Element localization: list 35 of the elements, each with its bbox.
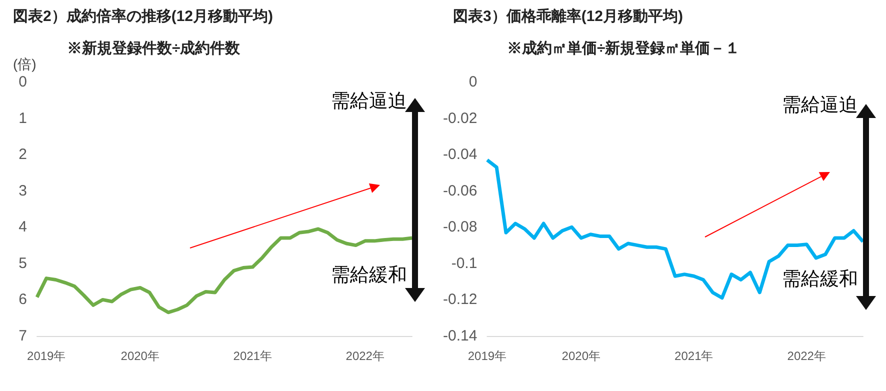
- y-tick-label: -0.1: [451, 254, 478, 272]
- y-tick-label: -0.08: [442, 218, 478, 236]
- chart-title: 図表3）価格乖離率(12月移動平均): [453, 7, 684, 25]
- y-tick-label: 0: [18, 74, 27, 90]
- line-series: [485, 158, 865, 300]
- annotation: 需給緩和: [331, 263, 407, 288]
- y-tick-label: 1: [18, 110, 27, 127]
- annotation: 需給逼迫: [331, 89, 407, 114]
- x-tick-label: 2019年: [468, 349, 507, 363]
- y-tick-label: 4: [18, 218, 27, 236]
- x-tick-label: 2019年: [27, 349, 66, 363]
- x-tick-label: 2020年: [120, 349, 160, 363]
- y-tick-label: -0.06: [442, 182, 478, 200]
- annotation: 需給緩和: [782, 267, 858, 292]
- y-tick-label: 3: [18, 182, 27, 200]
- y-axis-title: (倍): [13, 56, 36, 72]
- y-tick-label: -0.04: [442, 146, 478, 164]
- y-tick-label: -0.14: [442, 328, 478, 344]
- y-tick-label: 7: [18, 328, 27, 344]
- y-tick-label: -0.12: [442, 291, 478, 308]
- chart-subtitle: ※新規登録件数÷成約件数: [67, 39, 242, 57]
- y-tick-label: 5: [18, 254, 27, 272]
- x-tick-label: 2022年: [787, 349, 826, 363]
- x-tick-label: 2020年: [562, 349, 600, 363]
- chart-title: 図表2）成約倍率の推移(12月移動平均): [13, 7, 274, 25]
- chart-subtitle: ※成約㎡単価÷新規登録㎡単価－１: [507, 39, 740, 57]
- annotation: 需給逼迫: [782, 93, 858, 118]
- line-series: [35, 227, 414, 314]
- x-tick-label: 2021年: [674, 349, 714, 363]
- y-tick-label: 6: [18, 291, 27, 308]
- y-tick-label: 0: [468, 74, 478, 90]
- y-tick-label: -0.02: [442, 110, 478, 127]
- y-tick-label: 2: [18, 146, 27, 164]
- x-tick-label: 2022年: [346, 349, 384, 363]
- x-tick-label: 2021年: [233, 349, 272, 363]
